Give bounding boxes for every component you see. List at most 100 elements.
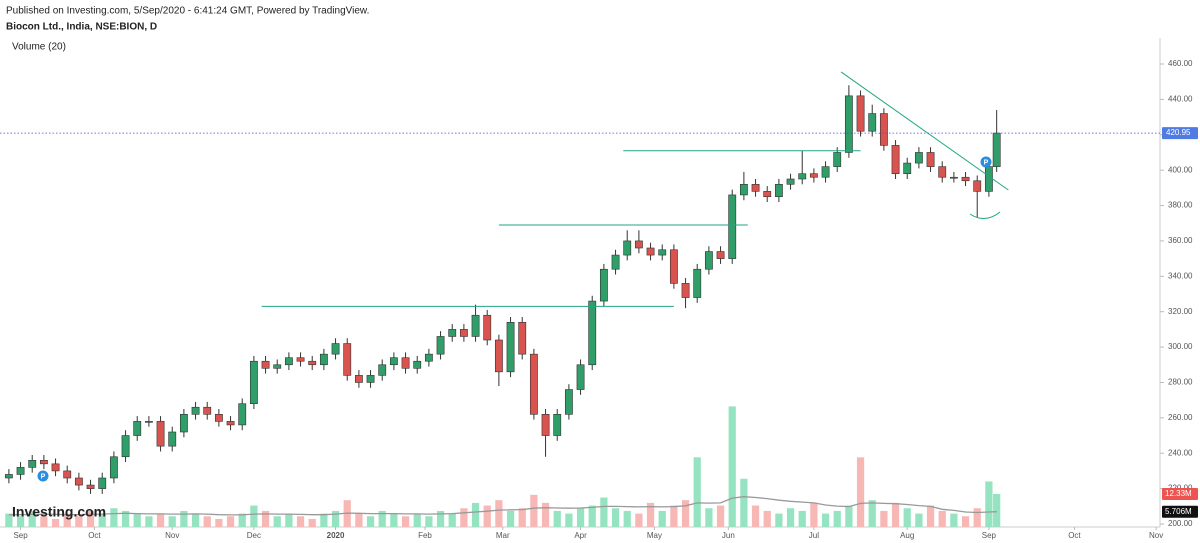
candle-body	[459, 329, 468, 337]
volume-bar	[331, 510, 340, 527]
candle-body	[623, 240, 632, 256]
candle-body	[39, 460, 48, 465]
candle-body	[28, 460, 37, 468]
candle-body	[774, 184, 783, 197]
volume-bar	[635, 513, 643, 527]
candle-body	[284, 357, 293, 366]
candle-body	[179, 414, 188, 433]
candle-body	[634, 240, 643, 249]
candle-body	[938, 166, 947, 178]
candle-body	[903, 162, 912, 174]
x-tick-label: Oct	[1068, 531, 1081, 540]
candle-body	[226, 421, 235, 426]
volume-bar	[110, 508, 118, 527]
last-price-tag	[1162, 127, 1198, 140]
volume-bar	[401, 516, 410, 527]
y-tick-label: 300.00	[1168, 342, 1193, 351]
x-tick-label: Oct	[88, 531, 101, 540]
volume-bar	[856, 457, 865, 527]
event-marker-label: P	[41, 473, 46, 480]
x-tick-label: Apr	[574, 531, 587, 540]
volume-bar	[191, 513, 200, 527]
volume-bar	[553, 510, 561, 527]
x-tick-label: Aug	[900, 531, 914, 540]
candle-body	[308, 360, 317, 366]
candle-body	[798, 173, 807, 180]
candle-body	[739, 184, 748, 196]
volume-bar	[833, 510, 841, 527]
volume-bar	[693, 457, 701, 527]
candle-body	[401, 357, 410, 369]
candle-body	[973, 180, 982, 192]
y-tick-label: 280.00	[1168, 378, 1193, 387]
candle-body	[436, 336, 445, 355]
last-price-label: 420.95	[1166, 128, 1191, 137]
volume-ma-line	[8, 496, 997, 516]
volume-bar	[891, 502, 900, 527]
x-tick-label: 2020	[327, 531, 345, 540]
volume-bar	[670, 505, 678, 527]
candle-body	[378, 364, 387, 376]
y-tick-label: 440.00	[1168, 94, 1193, 103]
volume-bar	[63, 513, 71, 527]
candle-body	[354, 375, 363, 383]
candle-body	[821, 166, 830, 178]
volume-bar	[168, 516, 176, 527]
candle-body	[273, 364, 282, 369]
volume-bar	[600, 497, 608, 527]
candle-body	[669, 249, 678, 284]
candle-body	[4, 474, 13, 479]
volume-bar	[868, 500, 876, 527]
candle-body	[448, 329, 457, 337]
candle-body	[63, 470, 72, 479]
y-tick-label: 360.00	[1168, 236, 1193, 245]
volume-bar	[903, 508, 911, 527]
volume-bar	[460, 508, 468, 527]
x-tick-label: Dec	[247, 531, 261, 540]
volume-bar	[495, 500, 503, 527]
volume-bar	[98, 513, 106, 527]
volume-bar	[576, 508, 585, 527]
volume-bar	[261, 510, 270, 527]
bowl-drawing	[969, 211, 1001, 219]
x-tick-label: Nov	[165, 531, 179, 540]
y-tick-label: 380.00	[1168, 201, 1193, 210]
volume-bar	[681, 500, 690, 527]
x-tick-label: Mar	[496, 531, 510, 540]
candle-body	[471, 314, 480, 337]
candle-body	[646, 247, 655, 256]
volume-ma-tag	[1162, 505, 1198, 518]
candle-body	[844, 95, 853, 153]
y-tick-label: 460.00	[1168, 59, 1193, 68]
x-tick-label: Sep	[982, 531, 997, 540]
volume-bar	[973, 508, 981, 527]
candle-body	[704, 251, 713, 270]
candle-body	[16, 467, 25, 475]
volume-bar	[308, 518, 316, 527]
candle-body	[121, 435, 130, 458]
volume-bar	[133, 513, 141, 527]
y-tick-label: 240.00	[1168, 448, 1193, 457]
candle-body	[693, 268, 702, 298]
candle-body	[261, 360, 270, 369]
volume-bar	[565, 513, 573, 527]
x-tick-label: Jun	[722, 531, 735, 540]
volume-bar	[705, 508, 713, 527]
volume-bar	[366, 516, 375, 527]
candle-body	[541, 414, 550, 436]
volume-bar	[436, 510, 445, 527]
volume-bar	[961, 516, 970, 527]
volume-bar	[226, 516, 235, 527]
candle-body	[553, 414, 562, 436]
volume-bar	[16, 516, 25, 527]
volume-bar	[413, 513, 421, 527]
volume-bar	[728, 406, 736, 527]
volume-bar	[156, 513, 165, 527]
candle-body	[891, 145, 900, 174]
x-tick-label: Nov	[1149, 531, 1163, 540]
y-tick-label: 400.00	[1168, 165, 1193, 174]
candle-body	[319, 353, 328, 366]
volume-bar	[40, 516, 48, 527]
x-tick-label: Jul	[809, 531, 819, 540]
overlay: P P Investing.com	[0, 71, 1160, 520]
